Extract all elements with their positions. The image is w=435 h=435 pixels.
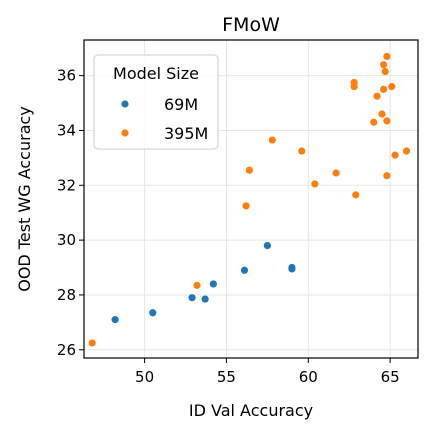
point-395m [402, 147, 411, 155]
point-395m [311, 180, 319, 188]
legend-label-69m: 69M [164, 95, 198, 114]
point-395m [268, 136, 276, 144]
point-395m [391, 151, 399, 159]
point-395m [88, 339, 96, 347]
point-69m [240, 266, 249, 274]
x-axis-ticks: 50 55 60 65 [135, 358, 400, 386]
point-395m [370, 118, 378, 126]
point-395m [193, 281, 201, 289]
point-395m [378, 110, 386, 118]
chart-title: FMoW [222, 14, 280, 36]
y-tick-label: 36 [57, 67, 76, 85]
legend-box [93, 54, 219, 150]
point-69m [209, 280, 217, 288]
legend: Model Size 69M 395M [93, 54, 219, 150]
point-395m [245, 166, 253, 174]
x-tick-label: 65 [381, 368, 400, 386]
point-69m [111, 316, 119, 324]
x-tick-label: 55 [217, 368, 236, 386]
point-395m [350, 83, 358, 91]
point-69m [149, 309, 157, 317]
grid-lines [84, 40, 418, 358]
x-tick-label: 60 [299, 368, 318, 386]
plot-frame [83, 39, 419, 359]
point-69m [188, 294, 196, 302]
point-395m [383, 172, 391, 180]
point-395m [380, 85, 388, 93]
legend-title: Model Size [113, 64, 199, 83]
x-tick-label: 50 [135, 368, 154, 386]
point-395m [383, 52, 391, 61]
point-395m [298, 147, 306, 155]
y-tick-label: 32 [57, 176, 76, 194]
legend-marker-69m [121, 100, 129, 108]
point-395m [388, 83, 396, 91]
legend-marker-395m [121, 129, 129, 137]
y-tick-label: 30 [57, 231, 76, 249]
legend-label-395m: 395M [164, 124, 208, 143]
y-axis-label: OOD Test WG Accuracy [15, 106, 34, 292]
point-395m [332, 169, 340, 177]
point-395m [380, 61, 388, 69]
point-395m [242, 202, 250, 210]
point-69m [201, 295, 209, 303]
y-tick-label: 28 [57, 286, 76, 304]
point-395m [381, 67, 389, 76]
data-points [88, 52, 411, 347]
point-395m [373, 92, 381, 100]
point-395m [352, 191, 360, 199]
y-tick-label: 26 [57, 341, 76, 359]
point-69m [288, 265, 296, 273]
y-axis-ticks: 26 28 30 32 34 36 [57, 67, 84, 359]
y-tick-label: 34 [57, 121, 76, 139]
x-axis-label: ID Val Accuracy [189, 401, 313, 420]
point-69m [263, 242, 271, 250]
point-395m [383, 117, 391, 125]
